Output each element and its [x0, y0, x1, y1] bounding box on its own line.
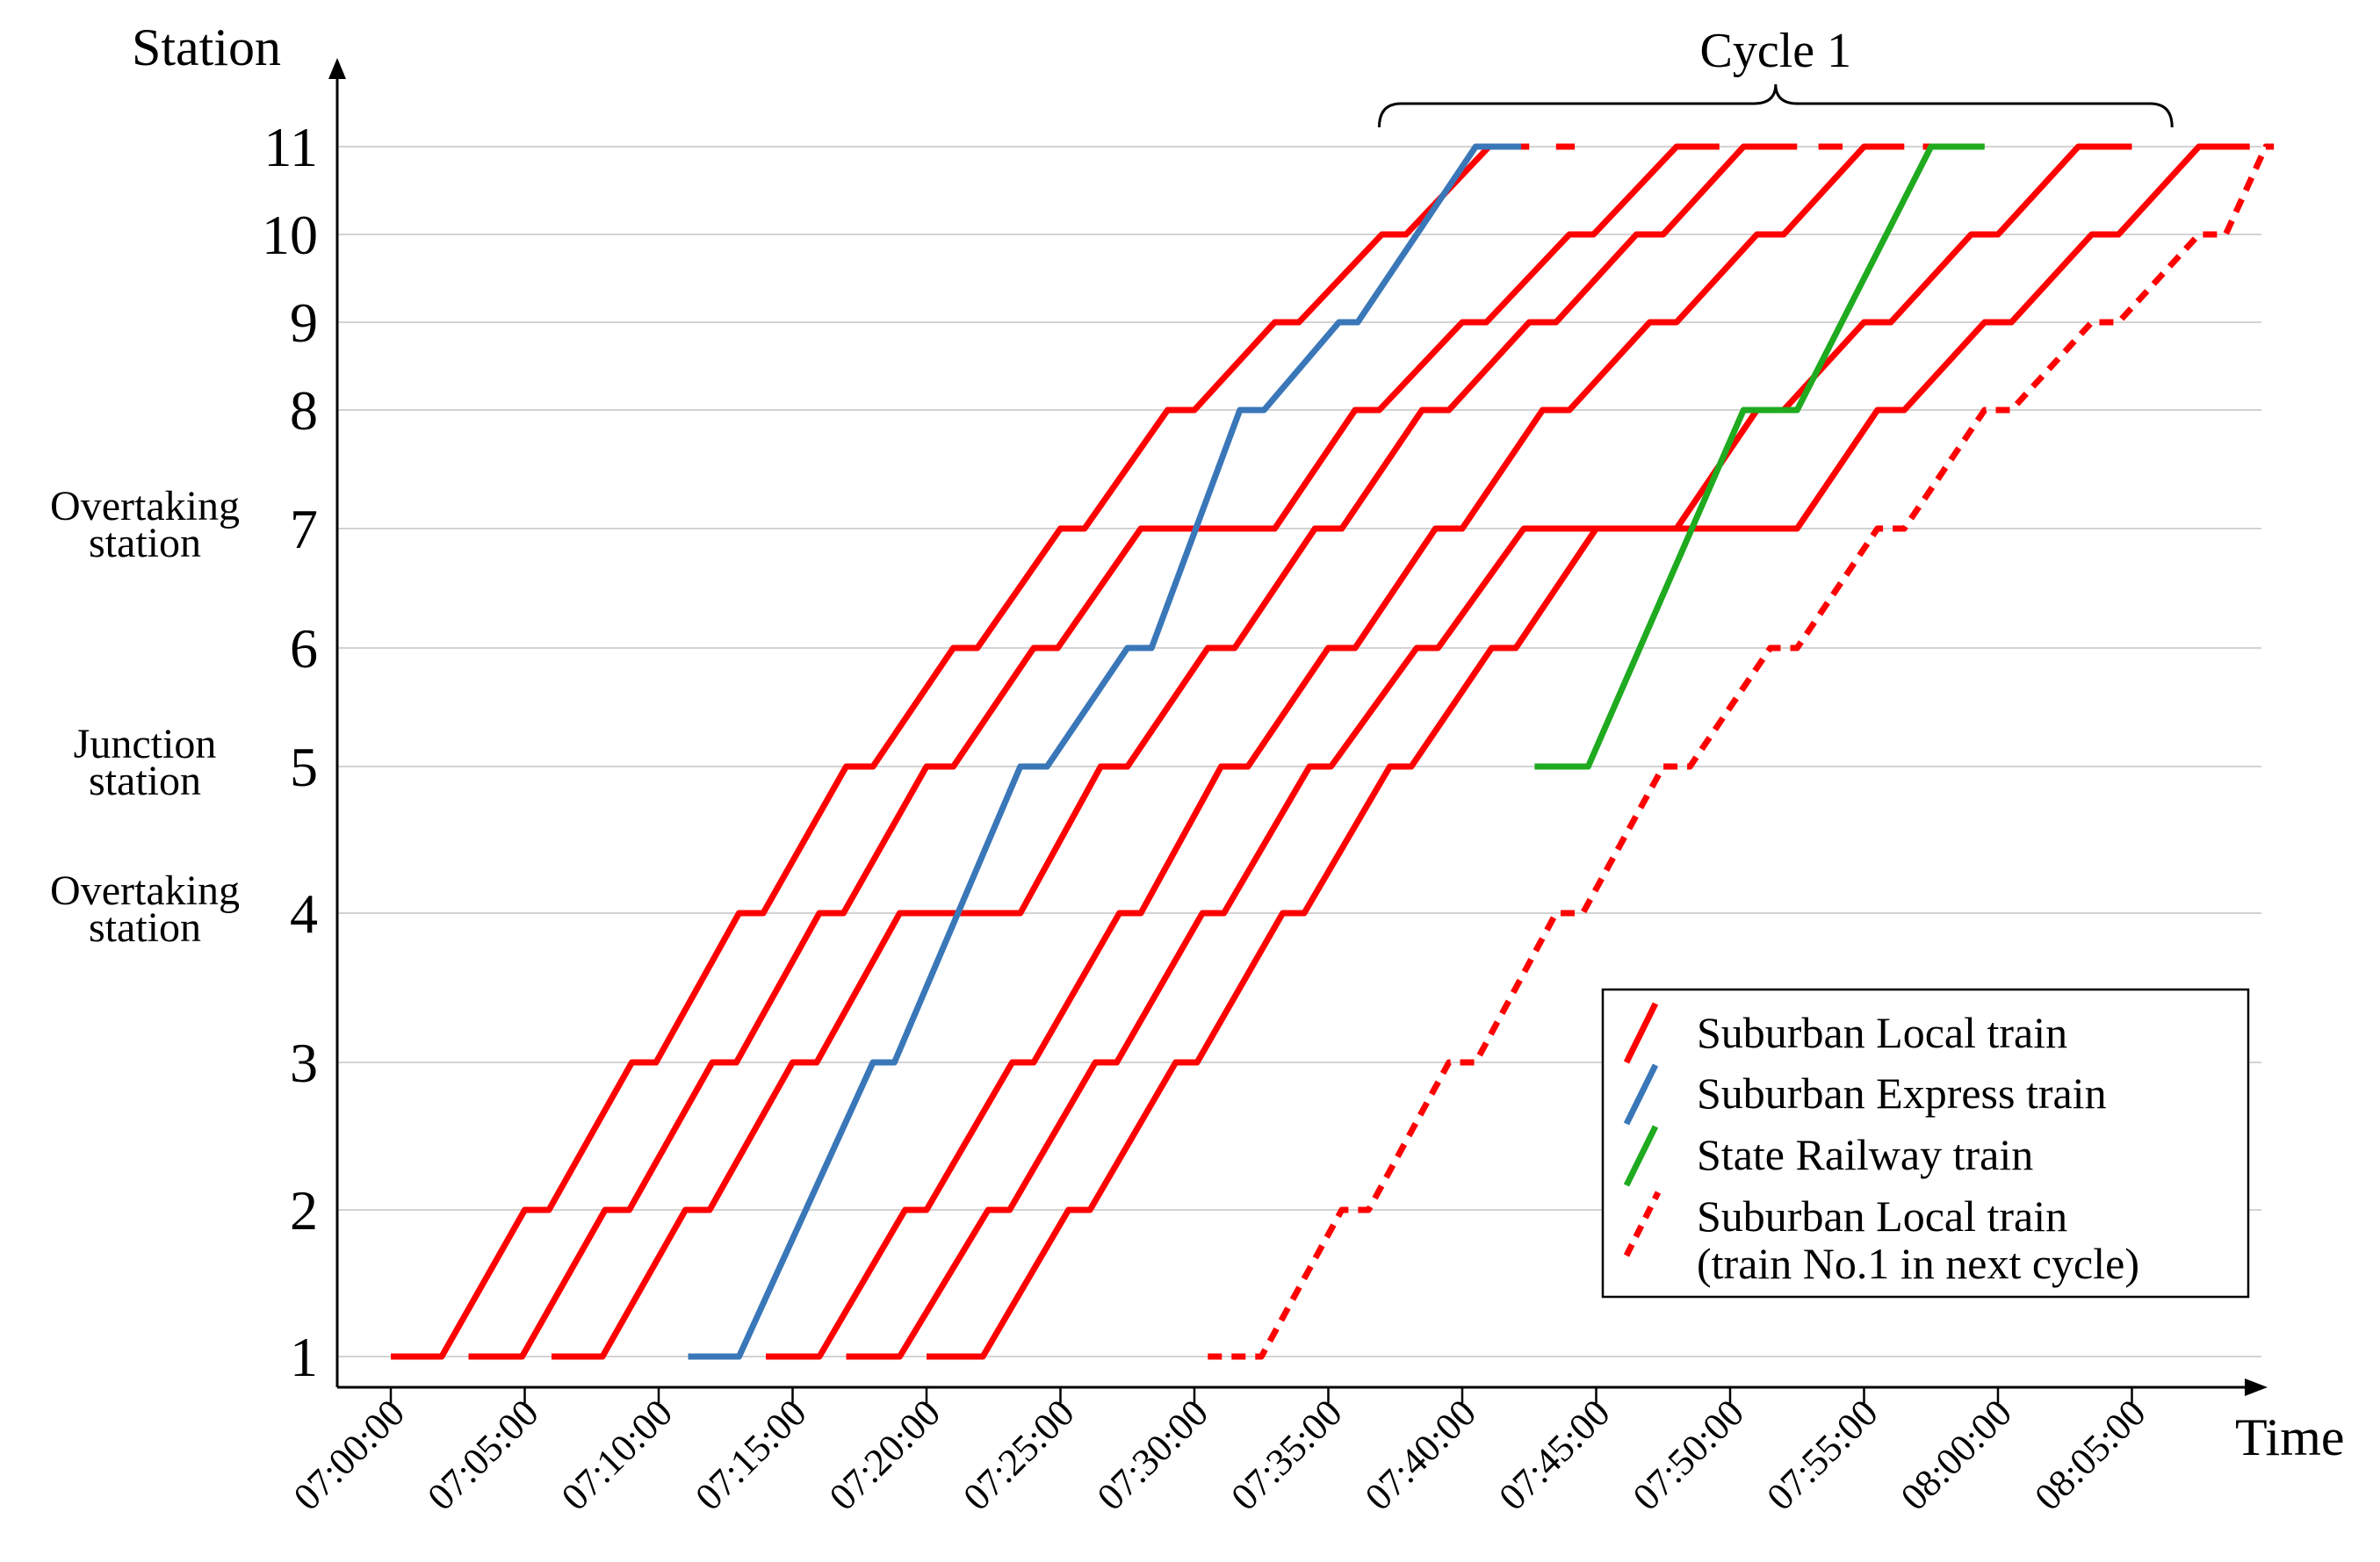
- station-tick-label: 7: [290, 498, 318, 560]
- station-tick-label: 8: [290, 379, 318, 442]
- cycle-brace: [1377, 83, 2174, 128]
- x-axis-title: Time: [2235, 1408, 2345, 1466]
- train-paths: [391, 143, 2275, 1360]
- station-annotation-label: Overtaking: [50, 867, 240, 914]
- station-tick-label: 5: [290, 736, 318, 798]
- y-axis-arrow: [328, 58, 346, 79]
- station-tick-label: 6: [290, 617, 318, 680]
- time-tick-label: 07:50:00: [1625, 1391, 1752, 1518]
- axes: Station Time: [132, 18, 2345, 1466]
- train-path-local: [552, 143, 1798, 1360]
- time-tick-label: 07:45:00: [1490, 1391, 1618, 1518]
- legend-label-express: Suburban Express train: [1697, 1069, 2107, 1118]
- cycle-annotation: Cycle 1: [1377, 24, 2174, 128]
- legend-label-local-next: Suburban Local train: [1697, 1191, 2067, 1241]
- station-annotation-label: station: [89, 758, 201, 804]
- time-tick-label: 07:05:00: [419, 1391, 546, 1518]
- legend-swatch-local-next: [1623, 1191, 1662, 1257]
- legend-label-local-next-line2: (train No.1 in next cycle): [1697, 1239, 2139, 1288]
- train-path-local: [391, 143, 1530, 1360]
- station-annotation-label: station: [89, 520, 201, 566]
- station-labels: 1234567891011OvertakingstationJunctionst…: [50, 116, 318, 1388]
- station-tick-label: 10: [262, 204, 318, 266]
- time-tick-label: 07:40:00: [1357, 1391, 1484, 1518]
- legend-box: [1601, 988, 2250, 1299]
- y-axis-title: Station: [132, 18, 281, 76]
- time-tick-label: 07:10:00: [553, 1391, 681, 1518]
- time-tick-label: 07:20:00: [821, 1391, 948, 1518]
- station-annotation-label: Junction: [74, 721, 217, 767]
- legend-swatch-state: [1623, 1125, 1659, 1187]
- time-tick-label: 08:05:00: [2026, 1391, 2153, 1518]
- time-tick-label: 07:30:00: [1089, 1391, 1216, 1518]
- station-tick-label: 11: [263, 116, 318, 178]
- station-tick-label: 1: [290, 1326, 318, 1388]
- legend: Suburban Local train Suburban Express tr…: [1601, 988, 2250, 1299]
- time-tick-label: 07:35:00: [1222, 1391, 1350, 1518]
- time-tick-label: 07:25:00: [955, 1391, 1082, 1518]
- time-labels: 07:00:00 07:05:00 07:10:00 07:15:00 07:20:00…: [285, 1391, 2154, 1518]
- station-tick-label: 3: [290, 1032, 318, 1094]
- legend-label-state: State Railway train: [1697, 1130, 2033, 1179]
- station-tick-label: 9: [290, 292, 318, 354]
- train-path-local: [468, 143, 1720, 1360]
- train-path-local-next: [1208, 143, 2275, 1360]
- train-path-local: [766, 143, 1905, 1360]
- time-tick-label: 07:55:00: [1758, 1391, 1886, 1518]
- station-tick-label: 4: [290, 882, 318, 945]
- legend-label-local: Suburban Local train: [1697, 1008, 2067, 1057]
- station-annotation-label: Overtaking: [50, 483, 240, 529]
- train-path-local: [846, 143, 2132, 1360]
- station-tick-label: 2: [290, 1179, 318, 1242]
- time-tick-label: 07:15:00: [687, 1391, 814, 1518]
- station-annotation-label: station: [89, 904, 201, 951]
- time-tick-label: 08:00:00: [1893, 1391, 2020, 1518]
- legend-swatch-express: [1623, 1063, 1659, 1126]
- train-path-local: [927, 143, 2250, 1360]
- train-path-express: [688, 143, 1522, 1360]
- train-path-state: [1534, 143, 1985, 770]
- legend-swatch-local: [1623, 1002, 1659, 1064]
- cycle-label: Cycle 1: [1700, 24, 1852, 78]
- time-tick-label: 07:00:00: [285, 1391, 413, 1518]
- x-axis-arrow: [2245, 1378, 2268, 1396]
